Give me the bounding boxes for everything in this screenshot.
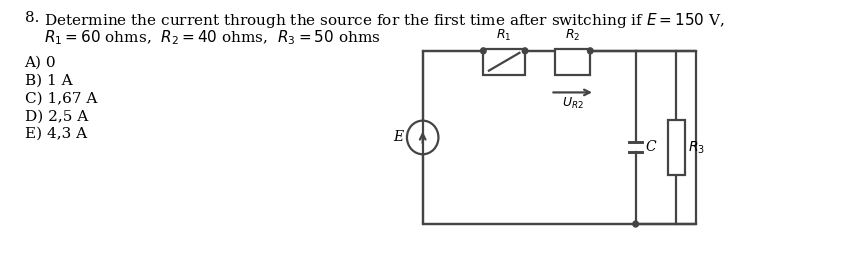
Circle shape bbox=[523, 48, 528, 54]
Text: $R_3$: $R_3$ bbox=[689, 139, 706, 156]
Text: $U_{R2}$: $U_{R2}$ bbox=[562, 96, 584, 112]
Bar bbox=[484, 49, 525, 75]
Text: 8.: 8. bbox=[25, 11, 39, 25]
Text: $R_1 = 60$ ohms,  $R_2 = 40$ ohms,  $R_3 = 50$ ohms: $R_1 = 60$ ohms, $R_2 = 40$ ohms, $R_3 =… bbox=[44, 28, 380, 47]
Circle shape bbox=[480, 48, 486, 54]
Text: E) 4,3 A: E) 4,3 A bbox=[25, 127, 86, 141]
Text: $R_2$: $R_2$ bbox=[565, 28, 580, 43]
Text: C) 1,67 A: C) 1,67 A bbox=[25, 91, 97, 105]
Text: C: C bbox=[646, 140, 656, 154]
Circle shape bbox=[633, 221, 639, 227]
Circle shape bbox=[588, 48, 593, 54]
Bar bbox=[668, 120, 684, 175]
Text: $R_1$: $R_1$ bbox=[496, 28, 512, 43]
Text: B) 1 A: B) 1 A bbox=[25, 74, 72, 88]
Bar bbox=[555, 49, 590, 75]
Text: Determine the current through the source for the first time after switching if $: Determine the current through the source… bbox=[44, 11, 725, 30]
Text: A) 0: A) 0 bbox=[25, 56, 56, 70]
Text: E: E bbox=[393, 130, 403, 144]
Text: D) 2,5 A: D) 2,5 A bbox=[25, 109, 88, 123]
